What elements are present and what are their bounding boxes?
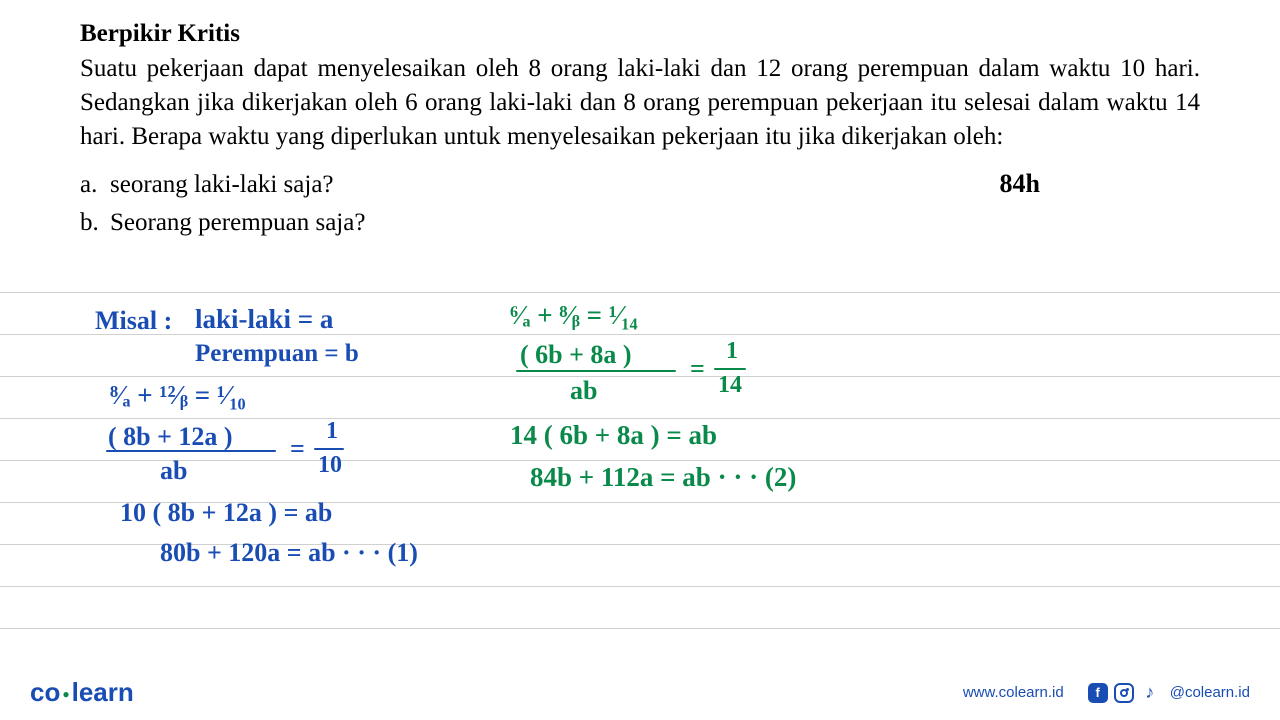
tiktok-icon: ♪ xyxy=(1140,683,1160,703)
logo-co: co xyxy=(30,677,60,707)
handwriting-text: ( 8b + 12a ) xyxy=(108,422,233,452)
question-b-label: b. xyxy=(80,209,110,237)
fraction-line xyxy=(714,368,746,370)
handwriting-text: 84b + 112a = ab · · · (2) xyxy=(530,462,796,493)
handwriting-text: ab xyxy=(160,456,187,486)
question-a-label: a. xyxy=(80,171,110,199)
instagram-icon xyxy=(1114,683,1134,703)
question-a-text: seorang laki-laki saja? xyxy=(110,171,1000,199)
fraction-line xyxy=(106,450,276,452)
handwriting-text: Perempuan = b xyxy=(195,340,359,368)
handwriting-text: ⁸⁄ₐ + ¹²⁄ᵦ = ¹⁄₁₀ xyxy=(110,380,246,411)
handwriting-text: 1 xyxy=(326,418,338,445)
section-title: Berpikir Kritis xyxy=(80,20,1200,48)
handwriting-text: = xyxy=(290,434,305,464)
brand-logo: co●learn xyxy=(30,677,134,708)
question-b-text: Seorang perempuan saja? xyxy=(110,209,1200,237)
handwriting-text: 10 ( 8b + 12a ) = ab xyxy=(120,498,332,528)
handwriting-text: 14 ( 6b + 8a ) = ab xyxy=(510,420,717,451)
logo-learn: learn xyxy=(72,677,134,707)
handwriting-text: ⁶⁄ₐ + ⁸⁄ᵦ = ¹⁄₁₄ xyxy=(510,300,638,331)
handwriting-text: 10 xyxy=(318,452,342,479)
handwriting-text: ( 6b + 8a ) xyxy=(520,340,632,370)
social-handle: @colearn.id xyxy=(1170,684,1250,701)
handwriting-text: 80b + 120a = ab · · · (1) xyxy=(160,538,418,568)
question-a-answer-handwritten: 84h xyxy=(1000,169,1200,199)
logo-dot-icon: ● xyxy=(62,687,69,701)
handwriting-text: Misal : xyxy=(95,306,172,336)
handwriting-text: 1 xyxy=(726,338,738,365)
problem-statement: Suatu pekerjaan dapat menyelesaikan oleh… xyxy=(80,52,1200,153)
handwriting-text: ab xyxy=(570,376,597,406)
handwriting-text: 14 xyxy=(718,372,742,399)
question-b-row: b. Seorang perempuan saja? xyxy=(80,209,1200,237)
website-url: www.colearn.id xyxy=(963,684,1064,701)
handwriting-text: = xyxy=(690,354,705,384)
social-icons: f ♪ @colearn.id xyxy=(1088,683,1250,703)
footer: co●learn www.colearn.id f ♪ @colearn.id xyxy=(0,677,1280,708)
facebook-icon: f xyxy=(1088,683,1108,703)
fraction-line xyxy=(516,370,676,372)
fraction-line xyxy=(314,448,344,450)
handwriting-text: laki-laki = a xyxy=(195,304,333,335)
question-a-row: a. seorang laki-laki saja? 84h xyxy=(80,169,1200,199)
